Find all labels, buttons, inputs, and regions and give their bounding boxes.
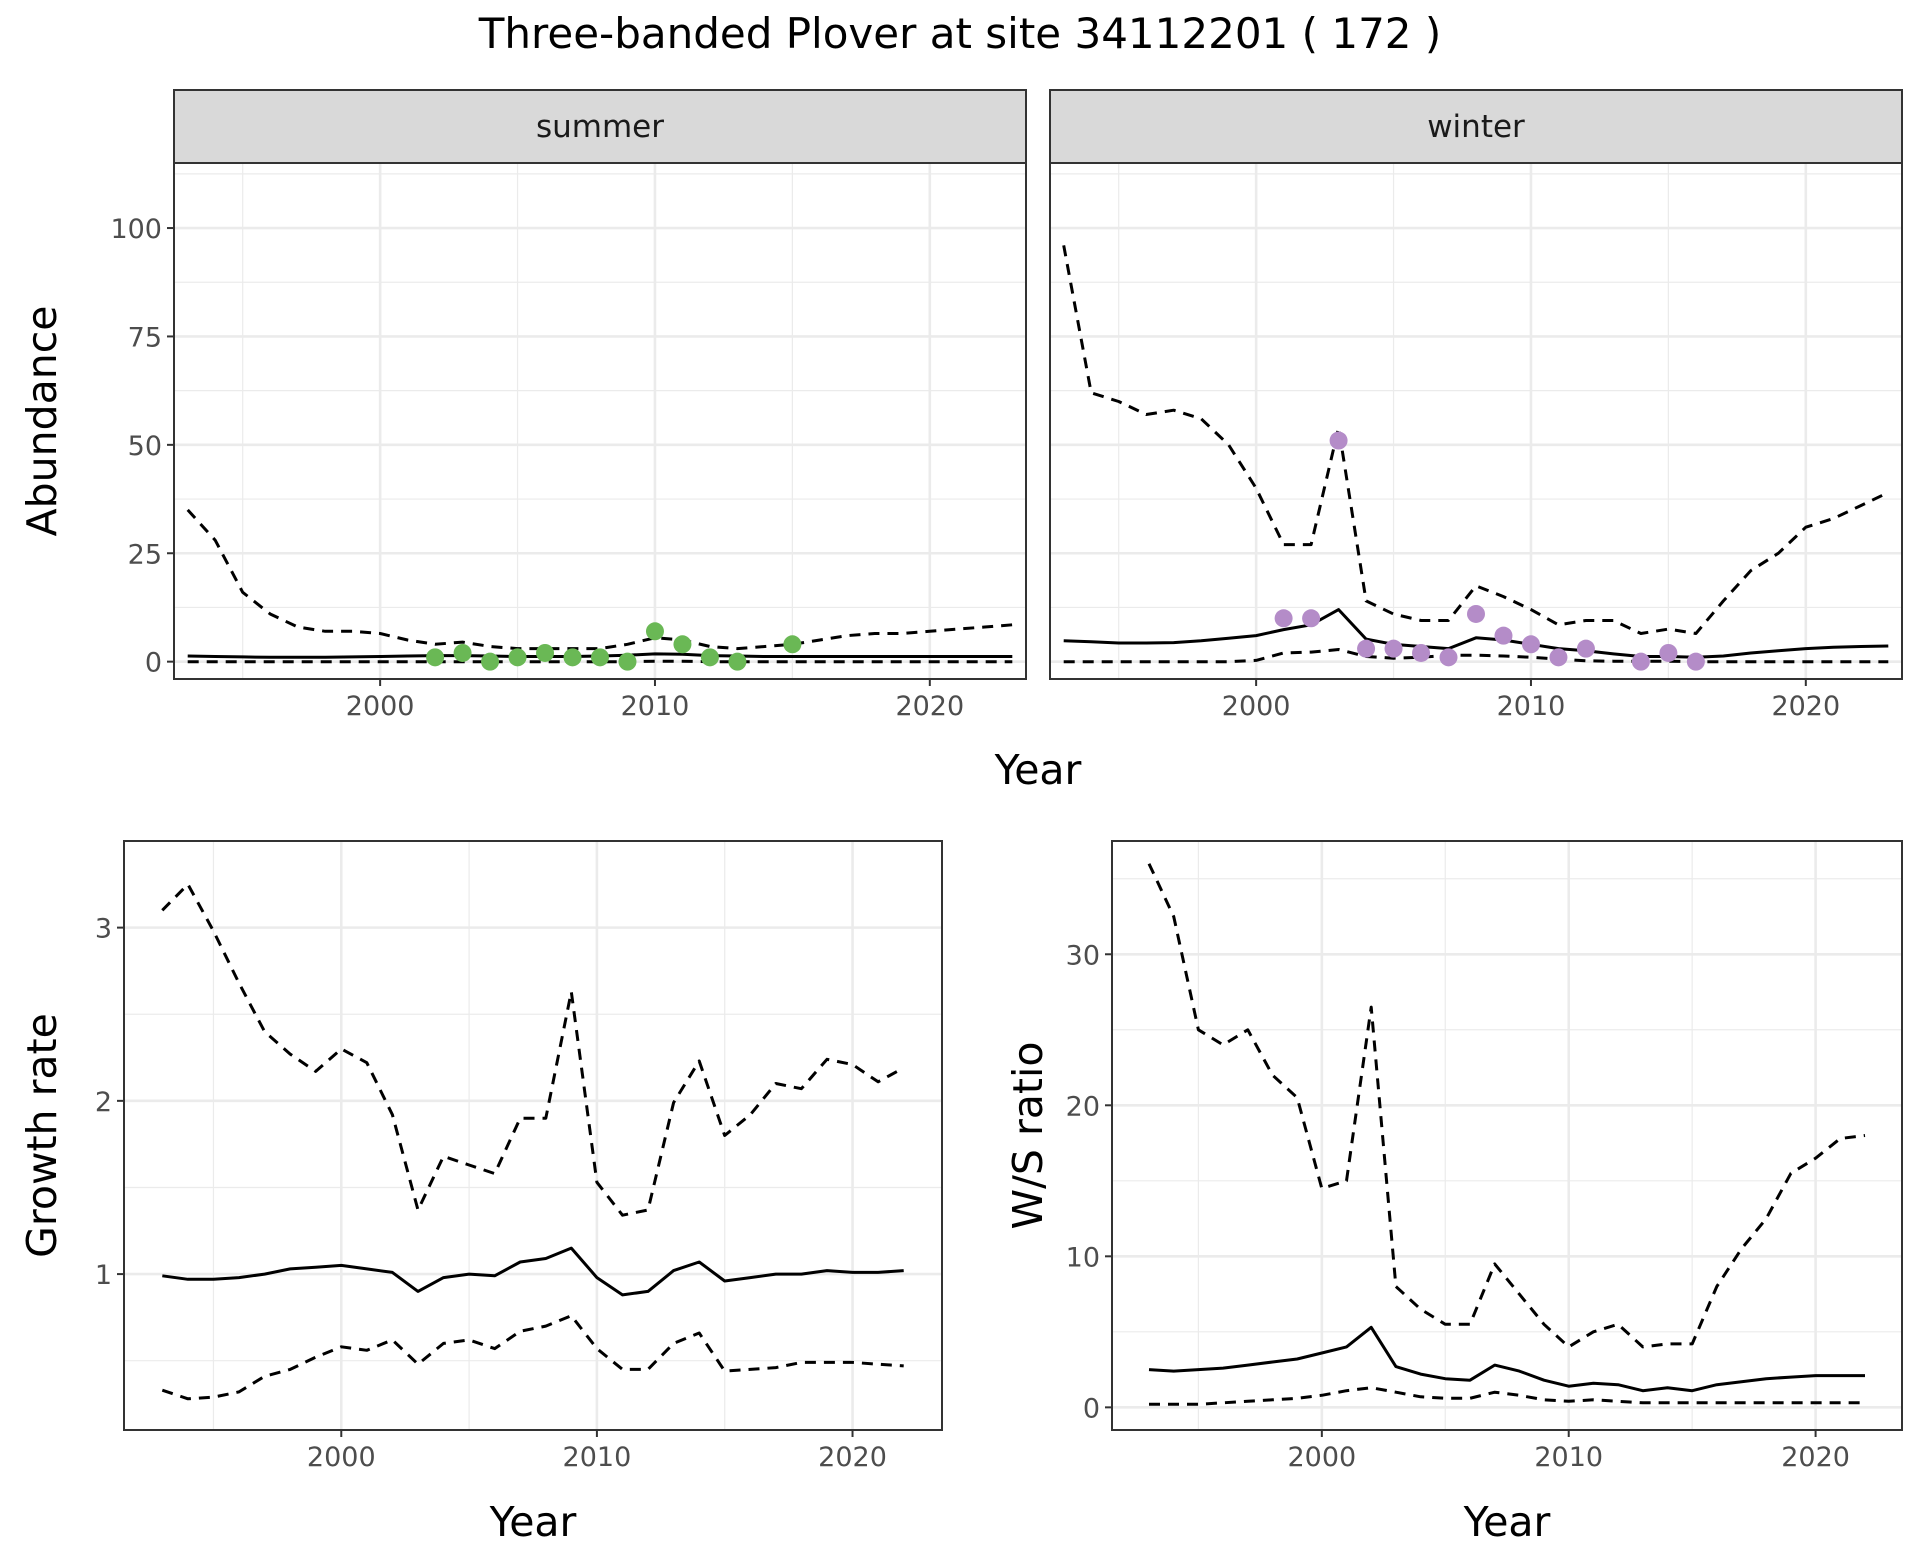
observed-point (1439, 648, 1458, 667)
x-tick-label: 2020 (818, 1442, 887, 1473)
y-axis-title: W/S ratio (1004, 1042, 1052, 1230)
y-axis-title: Growth rate (18, 1013, 66, 1258)
upper-bound-line (1062, 245, 1889, 635)
mean-line (1148, 1325, 1865, 1393)
growth-chart: 2000 2010 2020 1 2 3 Year Growth rate (18, 840, 943, 1546)
observed-point (1274, 609, 1293, 628)
mean-line (162, 1246, 904, 1297)
panel-background (1050, 163, 1902, 679)
panel-border (123, 840, 943, 1431)
y-tick-label: 0 (145, 648, 162, 679)
chart-title: Three-banded Plover at site 34112201 ( 1… (478, 9, 1442, 58)
x-tick-label: 2020 (895, 691, 964, 722)
y-tick-label: 10 (1066, 1242, 1100, 1273)
observed-point (591, 648, 609, 667)
observed-point (1494, 626, 1513, 645)
observed-point (728, 652, 747, 671)
lower-bound-line (1063, 648, 1889, 664)
facet-strip (173, 89, 1027, 164)
facet-strip (1049, 89, 1903, 164)
observed-point (481, 652, 500, 671)
x-tick-label: 2020 (1771, 691, 1840, 722)
panel-background (1112, 841, 1902, 1430)
y-tick-label: 75 (128, 322, 162, 353)
observed-point (1549, 648, 1568, 667)
observed-point (1302, 609, 1321, 628)
observed-point (1384, 639, 1403, 658)
abundance-chart: summer 2000 2010 2020 0 25 50 75 100 winter 2000 20… (18, 89, 1903, 794)
y-tick-label: 25 (128, 539, 162, 570)
y-tick-label: 50 (128, 431, 162, 462)
x-tick-label: 2010 (1534, 1442, 1603, 1473)
x-axis-title: Year (1463, 1498, 1551, 1546)
panel-background (174, 163, 1026, 679)
observed-point (1686, 652, 1705, 671)
ws_ratio-chart: 2000 2010 2020 0 10 20 30 Year W/S ratio (1004, 840, 1903, 1546)
y-tick-label: 2 (95, 1087, 112, 1118)
observed-point (536, 643, 555, 662)
x-axis-title: Year (994, 746, 1082, 794)
panel-background (124, 841, 942, 1430)
upper-bound-line (161, 882, 905, 1217)
observed-point (1329, 431, 1348, 450)
observed-point (426, 648, 445, 667)
observed-point (1576, 639, 1595, 658)
x-tick-label: 2020 (1781, 1442, 1850, 1473)
facet-strip-label: winter (1427, 109, 1525, 145)
x-axis-title: Year (489, 1498, 577, 1546)
upper-bound-line (186, 508, 1013, 651)
y-tick-label: 20 (1066, 1091, 1100, 1122)
facet-panel-summer: summer 2000 2010 2020 0 25 50 75 100 (110, 89, 1027, 722)
observed-point (1659, 643, 1678, 662)
observed-point (700, 648, 719, 667)
observed-point (645, 622, 664, 641)
x-tick-label: 2010 (621, 691, 690, 722)
observed-point (618, 652, 637, 671)
y-tick-label: 0 (1083, 1393, 1100, 1424)
observed-point (453, 643, 472, 662)
observed-point (1412, 643, 1431, 662)
observed-point (673, 635, 692, 654)
x-tick-label: 2000 (307, 1442, 376, 1473)
x-tick-label: 2000 (346, 691, 415, 722)
observed-point (1521, 635, 1540, 654)
y-tick-label: 3 (95, 914, 112, 945)
panel-border (1111, 840, 1903, 1431)
observed-point (508, 648, 527, 667)
facet-panel-winter: winter 2000 2010 2020 (1049, 89, 1903, 722)
x-tick-label: 2000 (1222, 691, 1291, 722)
observed-point (1631, 652, 1650, 671)
observed-point (783, 635, 802, 654)
y-axis-title: Abundance (18, 306, 66, 537)
lower-bound-line (1149, 1386, 1865, 1406)
mean-line (1063, 608, 1889, 659)
upper-bound-line (1147, 863, 1866, 1349)
y-tick-label: 1 (95, 1260, 112, 1291)
observed-point (1467, 604, 1485, 623)
y-tick-label: 30 (1066, 940, 1100, 971)
x-tick-label: 2010 (563, 1442, 632, 1473)
lower-bound-line (161, 1314, 904, 1401)
observed-point (563, 648, 582, 667)
x-tick-label: 2000 (1287, 1442, 1356, 1473)
observed-point (1357, 639, 1376, 658)
x-tick-label: 2010 (1497, 691, 1566, 722)
y-tick-label: 100 (110, 214, 162, 245)
lower-bound-line (187, 659, 1013, 664)
facet-strip-label: summer (536, 109, 664, 145)
